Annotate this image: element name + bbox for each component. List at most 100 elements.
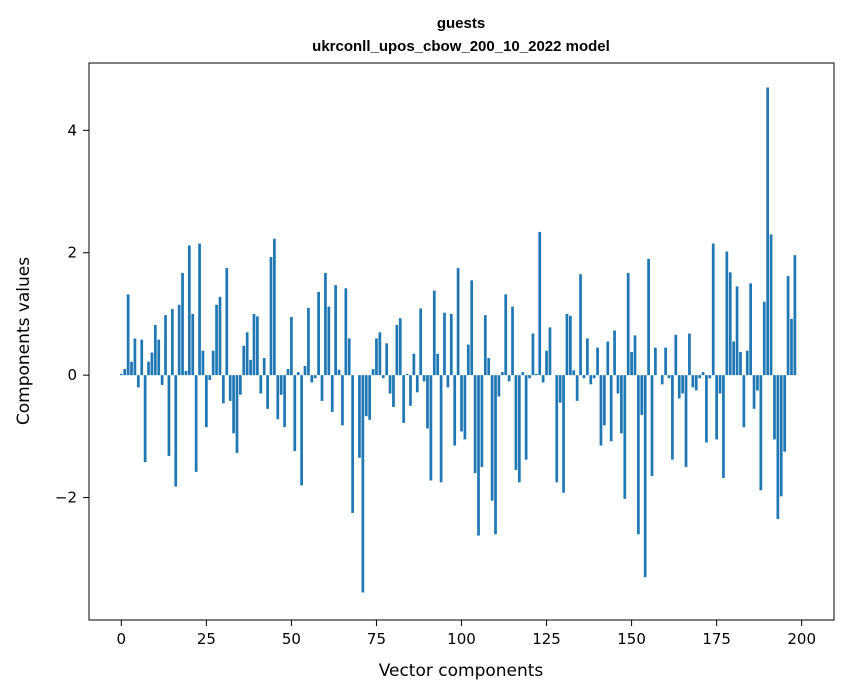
bar	[517, 375, 521, 483]
bar	[398, 318, 402, 376]
bar	[664, 347, 667, 376]
bar	[790, 318, 793, 376]
bar	[640, 375, 644, 415]
bar	[235, 375, 239, 453]
bar	[205, 375, 208, 428]
x-tick-label: 200	[787, 630, 816, 648]
bar	[167, 375, 171, 456]
bar	[266, 375, 269, 409]
bar	[436, 353, 440, 376]
bar	[592, 375, 596, 379]
bar	[361, 375, 365, 593]
bar-series	[119, 87, 797, 593]
bar	[531, 333, 535, 376]
bar	[742, 375, 746, 428]
bar	[569, 315, 572, 376]
bar	[460, 375, 463, 432]
bar	[514, 375, 518, 471]
bar	[187, 245, 191, 376]
bar	[470, 280, 474, 376]
bar	[303, 365, 307, 376]
x-tick-label: 150	[617, 630, 646, 648]
bar	[487, 358, 491, 376]
bar	[606, 341, 610, 376]
x-tick-label: 175	[702, 630, 731, 648]
bar	[364, 375, 368, 417]
bar	[344, 288, 348, 376]
bar	[793, 255, 797, 376]
bar	[534, 373, 538, 376]
bar	[181, 272, 184, 376]
bar	[232, 375, 235, 434]
bar	[130, 361, 133, 376]
bar	[538, 231, 542, 376]
bar	[347, 338, 351, 376]
bar	[422, 375, 426, 382]
bar	[650, 375, 654, 477]
bar	[609, 375, 613, 442]
y-tick-label: 4	[67, 121, 77, 139]
bar	[184, 370, 188, 376]
bar	[228, 375, 232, 401]
y-tick-label: 0	[67, 366, 77, 384]
bar	[647, 258, 650, 376]
bar	[381, 375, 385, 379]
bar	[409, 375, 412, 406]
bar	[759, 375, 763, 491]
bar	[633, 335, 637, 376]
bar	[456, 268, 460, 376]
bar	[368, 375, 372, 420]
bar	[732, 341, 736, 376]
bar	[126, 294, 130, 376]
x-tick-label: 50	[282, 630, 301, 648]
bar	[293, 375, 297, 452]
x-tick-label: 100	[447, 630, 476, 648]
bar	[252, 313, 256, 376]
bar	[307, 307, 310, 376]
bar	[290, 317, 293, 376]
bar	[626, 272, 630, 376]
bar	[773, 375, 776, 440]
bar	[623, 375, 627, 499]
bar	[463, 375, 467, 440]
bar	[701, 372, 705, 376]
bar	[140, 339, 144, 376]
bar	[133, 338, 137, 376]
bar	[341, 375, 344, 426]
bar	[201, 350, 205, 376]
bar	[677, 375, 681, 399]
bar	[222, 375, 225, 404]
bar	[756, 375, 759, 391]
bar	[388, 375, 392, 394]
bar	[157, 339, 161, 376]
bar	[412, 353, 416, 376]
bar	[711, 243, 715, 376]
bar	[521, 372, 525, 376]
bar	[766, 87, 770, 376]
bar	[375, 338, 378, 376]
bar	[395, 324, 399, 376]
bar	[402, 375, 406, 423]
bar	[170, 309, 174, 376]
bar	[177, 304, 181, 376]
bar	[276, 375, 280, 420]
bar	[735, 286, 739, 376]
bar	[616, 375, 620, 394]
bar	[327, 306, 331, 376]
bar	[769, 234, 773, 376]
x-axis-ticks: 0 25 50 75 100 125 150 175 200	[117, 620, 816, 648]
bar	[147, 361, 150, 376]
bar	[494, 375, 497, 535]
y-axis-ticks: −2 0 2 4	[55, 121, 89, 507]
bar	[490, 375, 494, 501]
bar	[337, 369, 341, 376]
bar	[480, 375, 484, 467]
x-tick-label: 75	[367, 630, 386, 648]
bar	[256, 316, 259, 376]
bar	[603, 375, 606, 426]
bar	[432, 290, 436, 376]
bar	[385, 343, 389, 376]
bar	[143, 375, 147, 463]
bar	[708, 375, 712, 379]
